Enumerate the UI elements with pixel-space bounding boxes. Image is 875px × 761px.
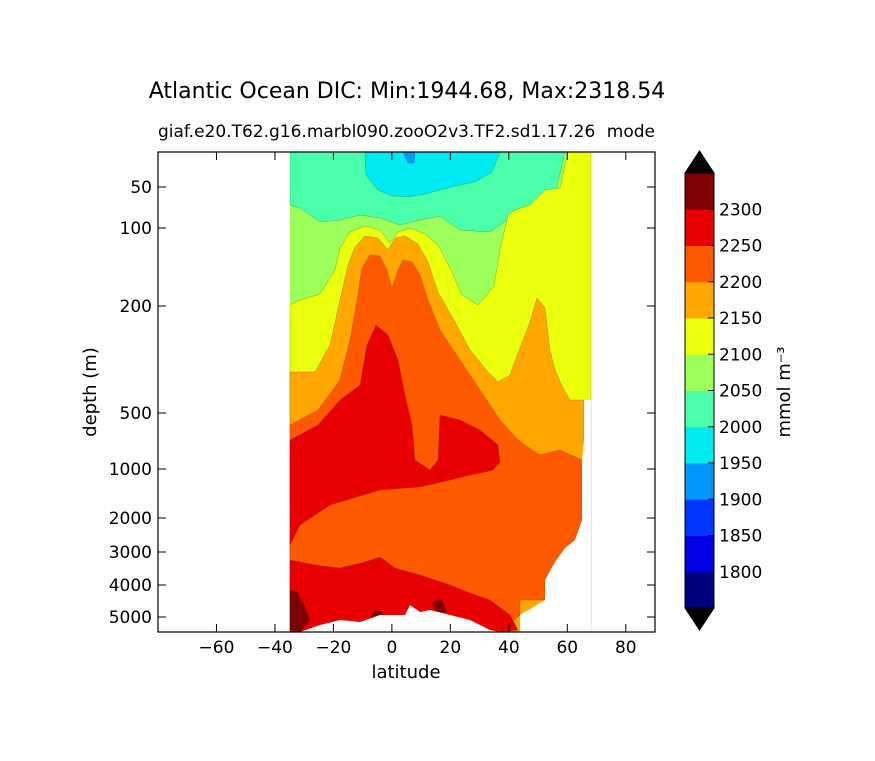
seafloor-mask	[300, 400, 591, 632]
colorbar-tick-label-6: 2100	[719, 345, 762, 365]
y-axis-label: depth (m)	[80, 347, 101, 437]
colorbar: 1800 1850 1900 1950 2000 2050 2100 2150 2200 2250…	[684, 150, 762, 631]
x-tick-label-2: −20	[315, 638, 351, 658]
contour-field-1900-1950	[402, 152, 416, 164]
colorbar-tick-label-0: 1800	[719, 563, 762, 583]
y-tick-label-6: 3000	[109, 543, 152, 563]
colorbar-tick-label-2: 1900	[719, 490, 762, 510]
plot-frame	[157, 151, 656, 633]
x-axis: −60 −40 −20 0 20 40 60 80	[199, 152, 637, 658]
chart-subtitle-left: giaf.e20.T62.g16.marbl090.zooO2v3.TF2.sd…	[158, 122, 595, 142]
colorbar-segment-1750-1800	[685, 571, 714, 609]
colorbar-segment-1800-1850	[685, 535, 714, 573]
contour-field-2250-2300	[289, 324, 501, 546]
x-tick-label-0: −60	[199, 638, 235, 658]
y-tick-label-0: 50	[130, 178, 152, 198]
y-axis: 50 100 200 500 1000 2000 3000 4000 5000	[109, 178, 655, 628]
contour-field-2250-2300-deep	[289, 556, 519, 632]
colorbar-segment-2200-2250	[685, 245, 714, 283]
chart-subtitle-right: mode	[607, 122, 655, 142]
colorbar-extend-max	[684, 150, 715, 174]
colorbar-tick-label-8: 2200	[719, 273, 762, 293]
y-tick-label-5: 2000	[109, 509, 152, 529]
colorbar-segment-2150-2200	[685, 281, 714, 319]
colorbar-segment-2300-2350	[685, 173, 714, 210]
contour-field-2300-2350	[289, 589, 311, 632]
colorbar-tick-label-4: 2000	[719, 418, 762, 438]
colorbar-tick-label-10: 2300	[719, 200, 762, 220]
plot-area	[158, 152, 655, 632]
colorbar-tick-label-3: 1950	[719, 454, 762, 474]
contour-fields	[289, 152, 592, 632]
x-tick-label-7: 80	[615, 638, 637, 658]
colorbar-segment-1950-2000	[685, 426, 714, 464]
y-tick-label-1: 100	[120, 219, 152, 239]
colorbar-segment-1850-1900	[685, 499, 714, 536]
colorbar-tick-label-1: 1850	[719, 527, 762, 547]
colorbar-segment-2100-2150	[685, 318, 714, 355]
y-tick-label-8: 5000	[109, 608, 152, 628]
colorbar-segment-2000-2050	[685, 390, 714, 428]
colorbar-label: mmol m⁻³	[774, 346, 795, 437]
y-tick-label-4: 1000	[109, 460, 152, 480]
colorbar-tick-label-9: 2250	[719, 237, 762, 257]
x-tick-label-3: 0	[386, 638, 397, 658]
x-axis-label: latitude	[371, 662, 440, 683]
x-tick-label-1: −40	[257, 638, 293, 658]
colorbar-segment-1900-1950	[685, 463, 714, 500]
x-tick-label-5: 40	[498, 638, 520, 658]
y-tick-label-3: 500	[120, 404, 152, 424]
colorbar-segment-2050-2100	[685, 354, 714, 391]
colorbar-segment-2250-2300	[685, 209, 714, 246]
x-tick-label-6: 60	[556, 638, 578, 658]
colorbar-extend-min	[684, 607, 715, 631]
colorbar-tick-label-5: 2050	[719, 382, 762, 402]
y-tick-label-2: 200	[120, 297, 152, 317]
y-tick-label-7: 4000	[109, 576, 152, 596]
x-tick-label-4: 20	[440, 638, 462, 658]
chart-title: Atlantic Ocean DIC: Min:1944.68, Max:231…	[149, 79, 666, 104]
colorbar-tick-label-7: 2150	[719, 309, 762, 329]
contour-field-2300-2350-patch2	[431, 599, 448, 613]
contour-field-1950-2000	[364, 152, 501, 198]
